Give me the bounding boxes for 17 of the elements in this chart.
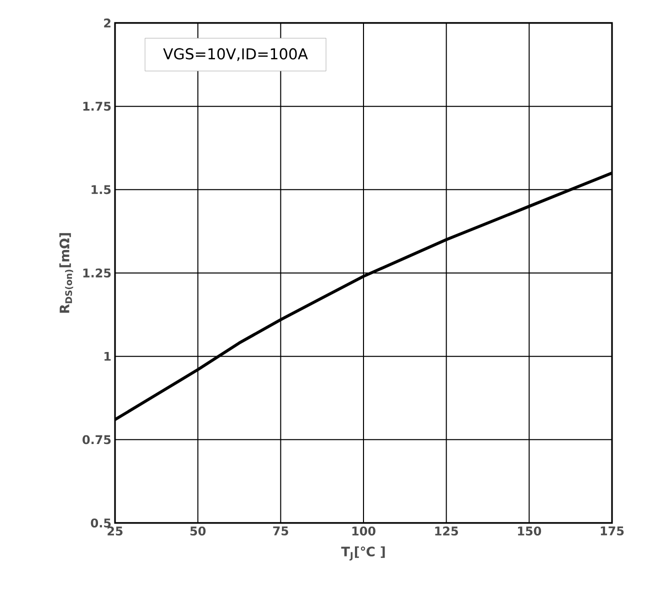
x-tick-label: 75	[273, 526, 288, 536]
x-tick-label: 25	[108, 526, 122, 536]
x-axis-title: T$_{J}$[℃ ]	[341, 546, 385, 561]
y-tick-label: 1	[104, 352, 111, 361]
x-tick-label: 150	[518, 526, 542, 536]
y-tick-label: 0.5	[90, 518, 111, 528]
annotation: VGS=10V,ID=100A	[163, 48, 308, 62]
y-tick-label: 2	[104, 18, 110, 28]
y-tick-label: 1.75	[83, 102, 111, 111]
x-tick-label: 175	[600, 526, 624, 536]
y-tick-label: 1.5	[92, 185, 111, 194]
y-axis-title: R$_{DS(on)}$[mΩ]	[59, 233, 74, 313]
y-tick-label: 0.75	[82, 435, 111, 444]
x-tick-label: 50	[190, 526, 206, 536]
x-tick-label: 100	[352, 526, 376, 536]
y-tick-label: 1.25	[83, 268, 111, 278]
x-tick-label: 125	[435, 526, 458, 536]
